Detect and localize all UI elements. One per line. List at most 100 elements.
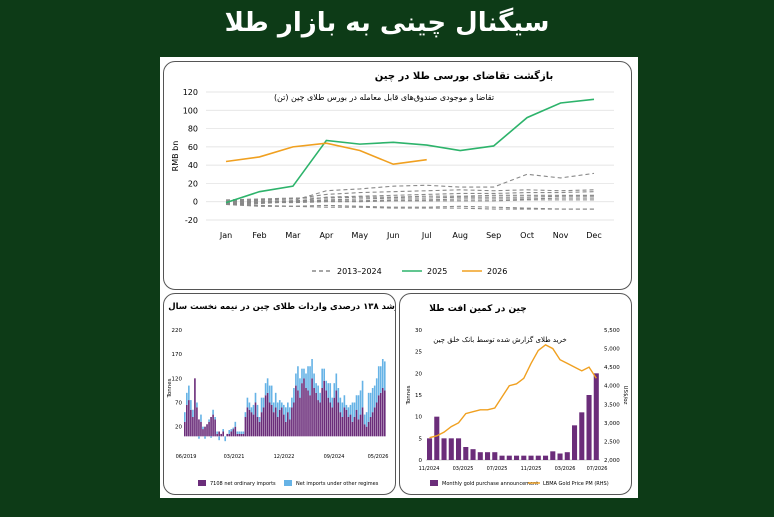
import-bar-other xyxy=(289,407,291,420)
legend-label: Monthly gold purchase announcement xyxy=(442,481,538,487)
chart-subtitle: خرید طلای گزارش شده توسط بانک خلق چین xyxy=(433,335,567,344)
import-bar-ordinary xyxy=(194,378,196,437)
import-bar-ordinary xyxy=(327,397,330,437)
import-bar-ordinary xyxy=(331,407,334,437)
purchase-bar xyxy=(586,395,592,460)
import-bar-ordinary xyxy=(321,388,323,437)
import-bar-other xyxy=(319,392,321,403)
import-bar-ordinary xyxy=(287,412,289,437)
purchase-bar xyxy=(470,449,476,460)
purchase-bar xyxy=(448,438,454,460)
import-bar-other xyxy=(224,436,227,442)
import-bar-other xyxy=(198,436,200,439)
x-tick-label: Jun xyxy=(386,231,400,240)
series-line-0 xyxy=(225,197,594,204)
import-bar-other xyxy=(325,380,328,391)
import-bar-ordinary xyxy=(192,417,194,437)
import-bar-ordinary xyxy=(361,407,364,437)
import-bar-other xyxy=(212,409,214,415)
import-bar-other xyxy=(248,402,251,410)
x-tick-label: 05/2026 xyxy=(368,454,389,460)
import-bar-ordinary xyxy=(301,383,303,437)
import-bar-other xyxy=(192,409,194,417)
import-bar-other xyxy=(216,431,218,434)
import-bar-other xyxy=(240,431,243,434)
x-tick-label: Oct xyxy=(520,231,534,240)
import-bar-other xyxy=(293,388,295,403)
import-bar-ordinary xyxy=(317,400,319,437)
import-bar-ordinary xyxy=(198,419,200,437)
y-tick-label: 170 xyxy=(172,352,183,358)
import-bar-other xyxy=(278,400,281,410)
import-bar-other xyxy=(339,397,342,413)
import-bar-other xyxy=(208,419,210,422)
y-axis-label-left: Tonnes xyxy=(406,385,412,405)
import-bar-other xyxy=(242,431,245,434)
import-bar-ordinary xyxy=(214,419,216,437)
import-bar-ordinary xyxy=(250,412,253,437)
import-bar-ordinary xyxy=(236,433,239,437)
import-bar-ordinary xyxy=(232,429,235,437)
import-bar-ordinary xyxy=(311,378,313,437)
import-bar-other xyxy=(301,368,303,384)
x-tick-label: 09/2024 xyxy=(324,454,345,460)
x-tick-label: 03/2021 xyxy=(224,454,245,460)
import-bar-other xyxy=(347,407,350,417)
import-bar-other xyxy=(379,366,382,393)
import-bar-other xyxy=(365,412,368,427)
import-bar-other xyxy=(341,402,344,417)
x-tick-label: Nov xyxy=(553,231,569,240)
import-bar-ordinary xyxy=(381,388,384,437)
imports-chart-panel: رشد ۱۳۸ درصدی واردات طلای چین در نیمه نخ… xyxy=(163,293,400,495)
y-tick-label: 70 xyxy=(175,401,182,407)
y-tick-label-left: 25 xyxy=(415,350,422,356)
y-tick-label: 80 xyxy=(188,125,198,134)
import-bar-other xyxy=(190,400,192,410)
import-bar-other xyxy=(254,392,257,403)
import-bar-ordinary xyxy=(274,407,277,437)
import-bar-other xyxy=(323,368,325,381)
import-bar-ordinary xyxy=(343,407,346,437)
import-bar-other xyxy=(335,373,338,391)
import-bar-ordinary xyxy=(202,429,204,437)
import-bar-ordinary xyxy=(351,421,354,437)
import-bar-ordinary xyxy=(240,433,243,437)
x-tick-label: 03/2026 xyxy=(555,466,576,472)
import-bar-ordinary xyxy=(359,414,362,437)
import-bar-ordinary xyxy=(319,402,321,437)
import-bar-ordinary xyxy=(278,409,281,437)
import-bar-other xyxy=(188,385,190,401)
import-bar-ordinary xyxy=(210,417,212,437)
series-line-0 xyxy=(225,203,594,210)
y-tick-label: 60 xyxy=(188,143,198,152)
import-bar-other xyxy=(353,402,356,417)
import-bar-other xyxy=(228,430,231,434)
y-tick-label-right: 2,500 xyxy=(604,439,620,445)
purchase-bar xyxy=(550,451,556,460)
import-bar-ordinary xyxy=(377,395,380,437)
chart-title: چین در کمین افت طلا xyxy=(429,304,526,314)
import-bar-ordinary xyxy=(264,395,267,437)
purchase-bar xyxy=(579,412,585,460)
y-tick-label-left: 0 xyxy=(419,458,423,464)
import-bar-other xyxy=(303,368,305,379)
import-bar-ordinary xyxy=(190,409,192,437)
import-bar-ordinary xyxy=(375,402,378,437)
import-bar-ordinary xyxy=(371,412,374,437)
pboc-chart-panel: چین در کمین افت طلا خرید طلای گزارش شده ت… xyxy=(399,293,632,495)
x-tick-label: Sep xyxy=(486,231,501,240)
legend-swatch xyxy=(430,480,438,486)
y-tick-label-right: 2,000 xyxy=(604,458,620,464)
purchase-bar xyxy=(528,455,534,460)
purchase-bar xyxy=(485,452,491,460)
import-bar-ordinary xyxy=(355,409,358,437)
import-bar-ordinary xyxy=(299,397,301,437)
y-tick-label-left: 20 xyxy=(415,371,422,377)
import-bar-ordinary xyxy=(333,397,336,437)
y-tick-label: 100 xyxy=(183,106,198,115)
purchase-bar xyxy=(441,438,447,460)
import-bar-ordinary xyxy=(341,417,344,437)
import-bar-ordinary xyxy=(297,390,299,437)
x-tick-label: 03/2025 xyxy=(453,466,474,472)
import-bar-ordinary xyxy=(260,412,263,437)
